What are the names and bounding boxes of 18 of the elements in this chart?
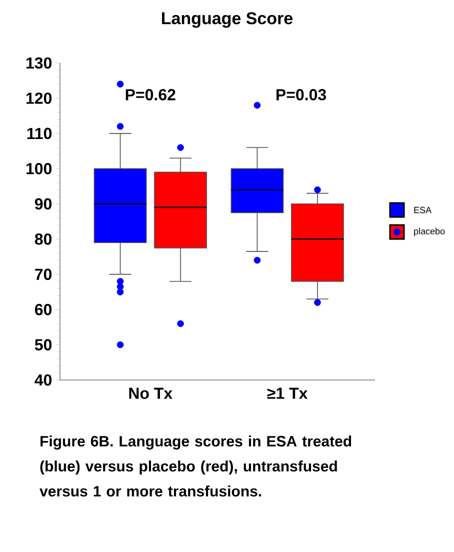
y-tick-label: 60: [34, 304, 52, 316]
x-tick-label: No Tx: [129, 388, 172, 399]
x-tick-label: ≥1 Tx: [267, 388, 308, 399]
y-tick-label: 80: [34, 233, 52, 245]
legend-label: ESA: [414, 206, 432, 214]
legend-label: placebo: [414, 228, 445, 236]
y-tick-label: 110: [27, 128, 52, 140]
chart-title: Language Score: [162, 12, 293, 28]
y-tick-label: 130: [26, 57, 52, 69]
caption: Figure 6B. Language scores in ESA treated (blue) versus placebo (red), untransfused versus 1 or more transfusions.: [40, 436, 352, 497]
y-tick-label: 120: [26, 92, 52, 104]
y-tick-label: 90: [34, 198, 52, 210]
annotation: P=0.62: [126, 89, 176, 100]
y-tick-label: 50: [34, 339, 52, 350]
y-tick-label: 100: [26, 163, 52, 174]
annotation: P=0.03: [276, 89, 326, 100]
y-tick-label: 70: [35, 268, 52, 280]
y-tick-label: 40: [34, 374, 52, 386]
